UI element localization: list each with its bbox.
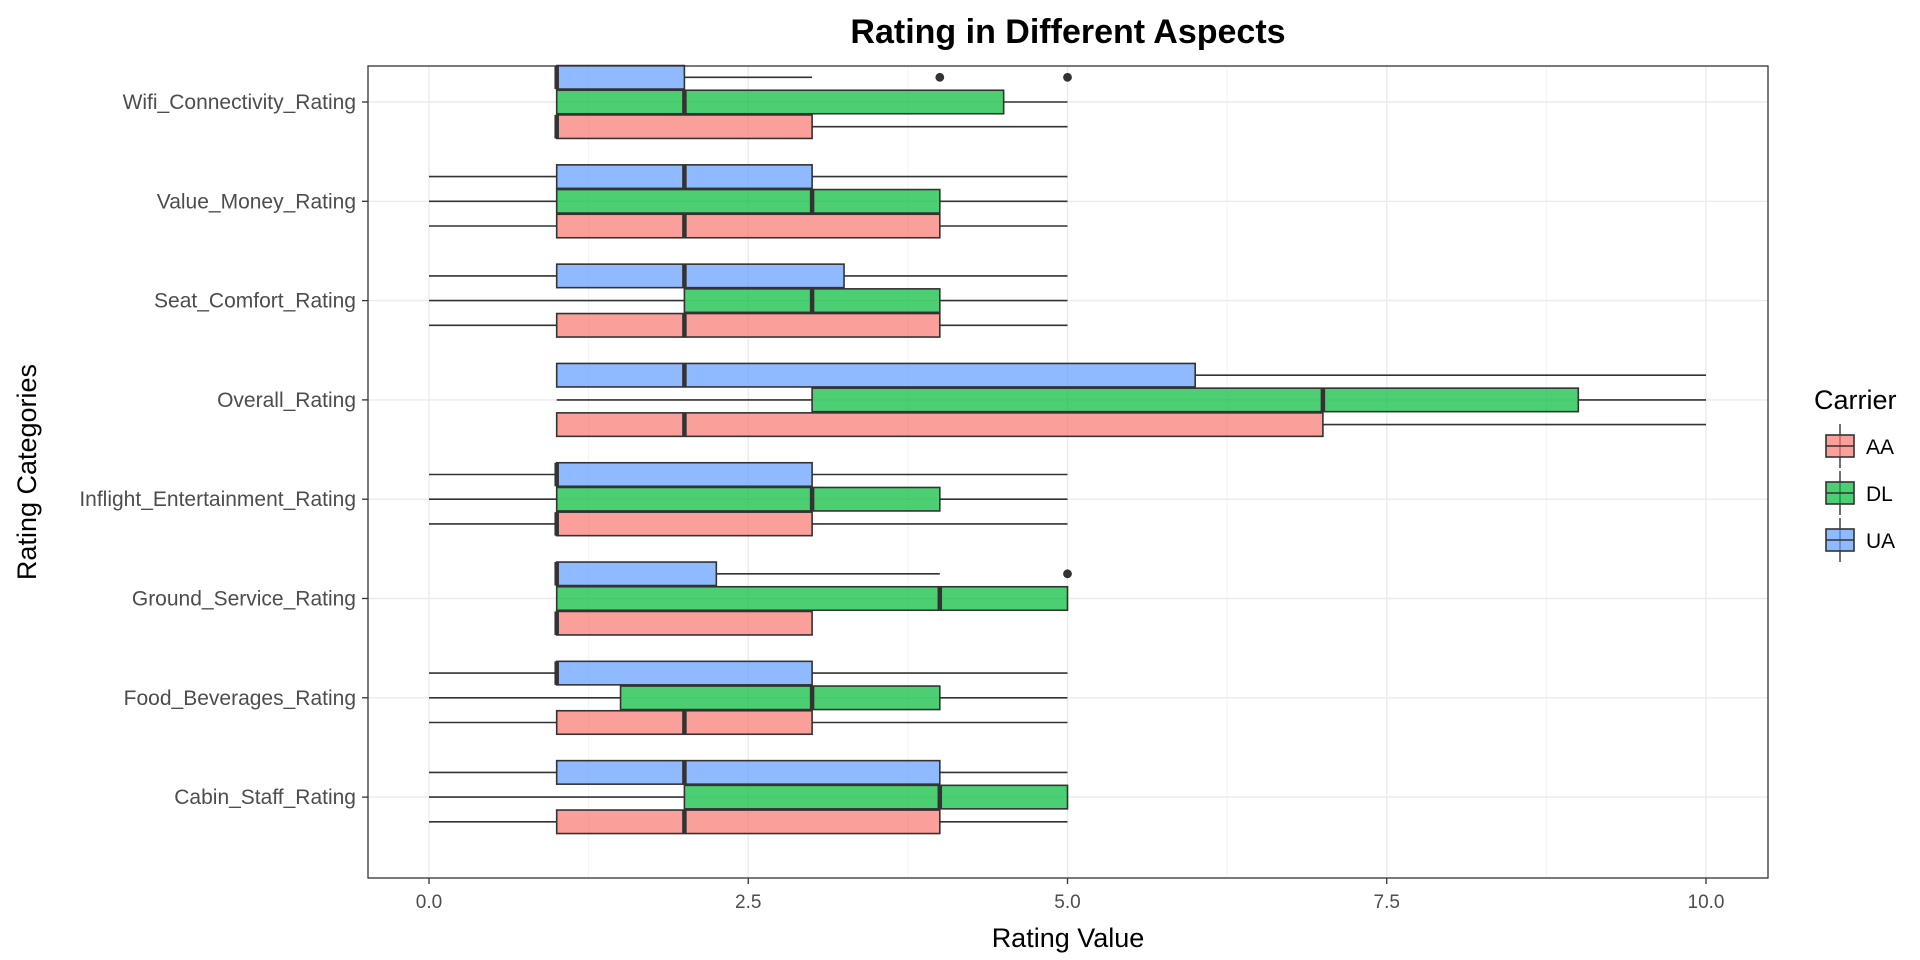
box-ua [555, 362, 1706, 388]
box-iqr [555, 461, 813, 488]
legend-item-ua: UA [1825, 518, 1895, 562]
box-iqr [555, 64, 686, 90]
box-iqr [683, 784, 1069, 810]
y-axis-ticks: Wifi_Connectivity_Rating Value_Money_Rati… [79, 91, 368, 809]
box-aa [555, 412, 1706, 438]
x-axis-ticks: 0.0 2.5 5.0 7.5 10.0 [416, 878, 1725, 913]
x-tick-label: 10.0 [1688, 892, 1725, 913]
box-iqr [555, 610, 813, 636]
legend-label: UA [1866, 530, 1895, 553]
box-aa [429, 312, 1068, 338]
box-iqr [811, 387, 1580, 413]
x-tick-label: 5.0 [1054, 892, 1080, 913]
box-iqr [555, 809, 941, 835]
box-iqr [555, 660, 813, 686]
box-iqr [555, 213, 941, 239]
outlier-point [1063, 72, 1072, 82]
box-dl [555, 585, 1069, 612]
box-ua [429, 461, 1068, 488]
category-label: Ground_Service_Rating [132, 588, 356, 611]
legend-title: Carrier [1814, 385, 1897, 415]
outlier-point [935, 72, 945, 82]
box-aa [554, 114, 1068, 140]
boxes [429, 64, 1706, 835]
legend-item-aa: AA [1825, 424, 1894, 468]
category-label: Cabin_Staff_Rating [174, 786, 356, 809]
chart-title: Rating in Different Aspects [850, 13, 1285, 51]
x-tick-label: 7.5 [1374, 892, 1400, 913]
box-iqr [555, 511, 813, 537]
box-aa [429, 213, 1068, 239]
category-label: Seat_Comfort_Rating [154, 290, 356, 313]
box-aa [554, 610, 813, 636]
legend-label: AA [1866, 436, 1894, 459]
box-iqr [555, 561, 718, 587]
x-tick-label: 0.0 [416, 892, 442, 913]
box-iqr [555, 89, 1005, 115]
category-label: Value_Money_Rating [157, 190, 356, 213]
box-iqr [555, 188, 941, 214]
box-ua [429, 759, 1068, 785]
category-label: Wifi_Connectivity_Rating [123, 91, 356, 114]
y-axis-title: Rating Categories [12, 364, 42, 580]
box-dl [429, 685, 1068, 711]
box-dl [555, 89, 1068, 115]
box-ua [429, 164, 1068, 190]
box-iqr [555, 362, 1197, 388]
box-dl [429, 288, 1068, 314]
box-ua [554, 561, 1072, 587]
x-axis-title: Rating Value [992, 923, 1145, 953]
box-dl [429, 188, 1068, 214]
box-iqr [619, 685, 941, 711]
box-aa [429, 809, 1068, 835]
box-iqr [555, 263, 845, 289]
box-dl [429, 486, 1068, 512]
box-iqr [555, 486, 941, 512]
box-iqr [555, 759, 941, 785]
category-label: Food_Beverages_Rating [124, 687, 356, 710]
box-iqr [555, 114, 813, 140]
box-ua [429, 263, 1068, 289]
legend-label: DL [1866, 483, 1893, 506]
box-iqr [555, 312, 941, 338]
box-ua [429, 660, 1068, 686]
x-tick-label: 2.5 [735, 892, 761, 913]
box-iqr [555, 412, 1324, 438]
box-dl [556, 387, 1706, 413]
outlier-point [1063, 569, 1072, 579]
box-aa [429, 709, 1068, 736]
legend-item-dl: DL [1825, 471, 1893, 515]
box-aa [429, 511, 1068, 537]
legend: Carrier AA DL UA [1814, 385, 1897, 562]
category-label: Inflight_Entertainment_Rating [79, 488, 356, 511]
box-iqr [555, 585, 1069, 612]
category-label: Overall_Rating [217, 389, 356, 412]
box-dl [429, 784, 1069, 810]
